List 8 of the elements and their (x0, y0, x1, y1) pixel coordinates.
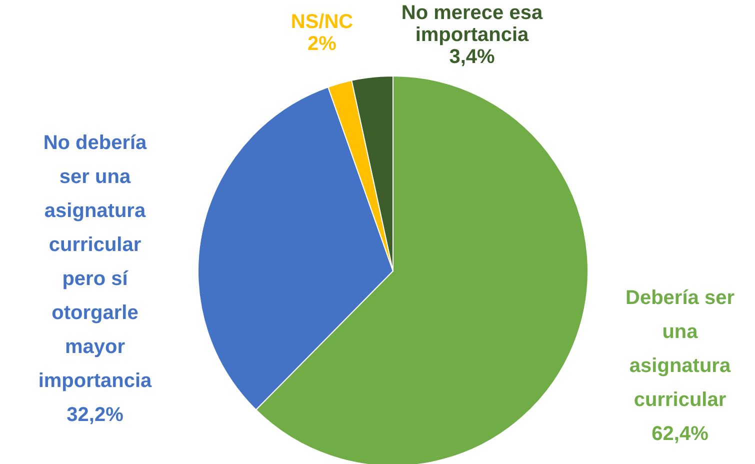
slice-label: NS/NC (290, 11, 354, 34)
slice-label: Debería ser una asignatura curricular (626, 287, 735, 412)
data-label: 32,2% (66, 404, 124, 426)
data-label: 2% (308, 33, 337, 56)
slice-label: No debería ser una asignatura curricular pero sí otorgarle mayor importancia (38, 132, 153, 392)
data-label: 3,4% (449, 46, 496, 68)
slice-label: No merece esa importancia (401, 2, 544, 46)
data-label: 62,4% (652, 423, 709, 446)
